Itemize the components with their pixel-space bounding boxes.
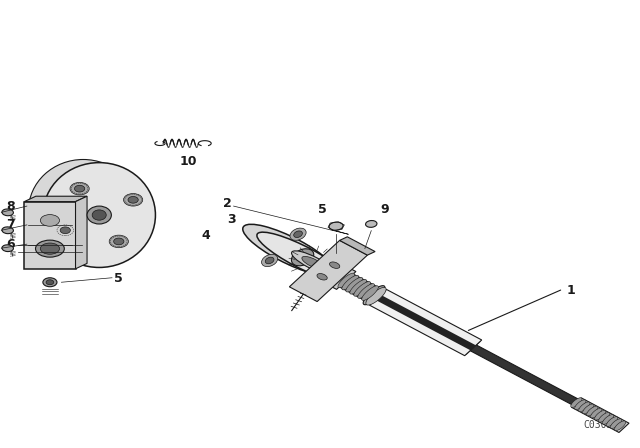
Ellipse shape: [46, 280, 54, 285]
Text: 5: 5: [317, 203, 326, 216]
Ellipse shape: [128, 196, 138, 203]
Ellipse shape: [292, 251, 333, 274]
Ellipse shape: [60, 227, 70, 234]
Ellipse shape: [329, 222, 343, 230]
Ellipse shape: [56, 224, 75, 237]
Ellipse shape: [40, 243, 60, 254]
Text: 6: 6: [7, 237, 15, 251]
Ellipse shape: [109, 235, 129, 248]
Text: 8: 8: [7, 199, 15, 213]
Ellipse shape: [302, 256, 323, 269]
Text: 10: 10: [180, 155, 198, 168]
Ellipse shape: [92, 210, 106, 220]
Ellipse shape: [262, 254, 278, 267]
Polygon shape: [598, 413, 610, 422]
Ellipse shape: [40, 215, 60, 226]
Polygon shape: [369, 289, 482, 356]
Polygon shape: [614, 421, 626, 431]
Polygon shape: [587, 406, 598, 416]
Polygon shape: [611, 419, 621, 428]
Ellipse shape: [2, 245, 13, 252]
Text: 3: 3: [227, 213, 236, 226]
Ellipse shape: [28, 159, 138, 262]
Polygon shape: [607, 417, 618, 426]
Ellipse shape: [257, 232, 348, 282]
Polygon shape: [342, 275, 358, 290]
Text: 4: 4: [201, 228, 210, 242]
Polygon shape: [582, 404, 594, 414]
Polygon shape: [358, 284, 374, 298]
Polygon shape: [76, 196, 87, 269]
Polygon shape: [289, 241, 367, 302]
Ellipse shape: [317, 274, 327, 280]
Ellipse shape: [291, 249, 314, 266]
Ellipse shape: [2, 227, 13, 234]
Ellipse shape: [43, 278, 57, 287]
Text: 1: 1: [566, 284, 575, 297]
Polygon shape: [296, 252, 579, 405]
Polygon shape: [579, 402, 590, 412]
Polygon shape: [354, 281, 371, 296]
Polygon shape: [312, 258, 333, 277]
Polygon shape: [24, 202, 76, 269]
Ellipse shape: [332, 251, 340, 258]
Ellipse shape: [36, 240, 64, 257]
Ellipse shape: [299, 274, 315, 286]
Polygon shape: [366, 288, 386, 305]
Polygon shape: [602, 414, 614, 424]
Polygon shape: [340, 237, 375, 255]
Polygon shape: [595, 410, 606, 420]
Text: C030362: C030362: [583, 420, 624, 430]
Polygon shape: [362, 286, 378, 301]
Polygon shape: [572, 398, 629, 432]
Polygon shape: [575, 400, 586, 409]
Ellipse shape: [124, 194, 143, 206]
Polygon shape: [363, 286, 385, 305]
Polygon shape: [346, 277, 362, 292]
Text: 5: 5: [114, 272, 123, 285]
Ellipse shape: [294, 231, 303, 237]
Polygon shape: [571, 398, 582, 407]
Ellipse shape: [243, 224, 335, 276]
Ellipse shape: [2, 209, 13, 216]
Ellipse shape: [265, 257, 274, 264]
Ellipse shape: [87, 206, 111, 224]
Ellipse shape: [74, 185, 84, 192]
Ellipse shape: [114, 238, 124, 245]
Text: 9: 9: [381, 203, 390, 216]
Polygon shape: [591, 408, 602, 418]
Text: 2: 2: [223, 197, 232, 211]
Ellipse shape: [328, 248, 344, 260]
Polygon shape: [313, 259, 356, 289]
Ellipse shape: [330, 262, 340, 268]
Polygon shape: [24, 196, 87, 202]
Text: 7: 7: [6, 218, 15, 232]
Polygon shape: [375, 295, 476, 350]
Ellipse shape: [43, 163, 156, 267]
Polygon shape: [338, 273, 355, 288]
Ellipse shape: [303, 277, 312, 284]
Polygon shape: [323, 265, 345, 284]
Ellipse shape: [70, 182, 89, 195]
Ellipse shape: [365, 220, 377, 227]
Polygon shape: [292, 249, 480, 354]
Ellipse shape: [290, 228, 306, 240]
Polygon shape: [350, 280, 367, 294]
